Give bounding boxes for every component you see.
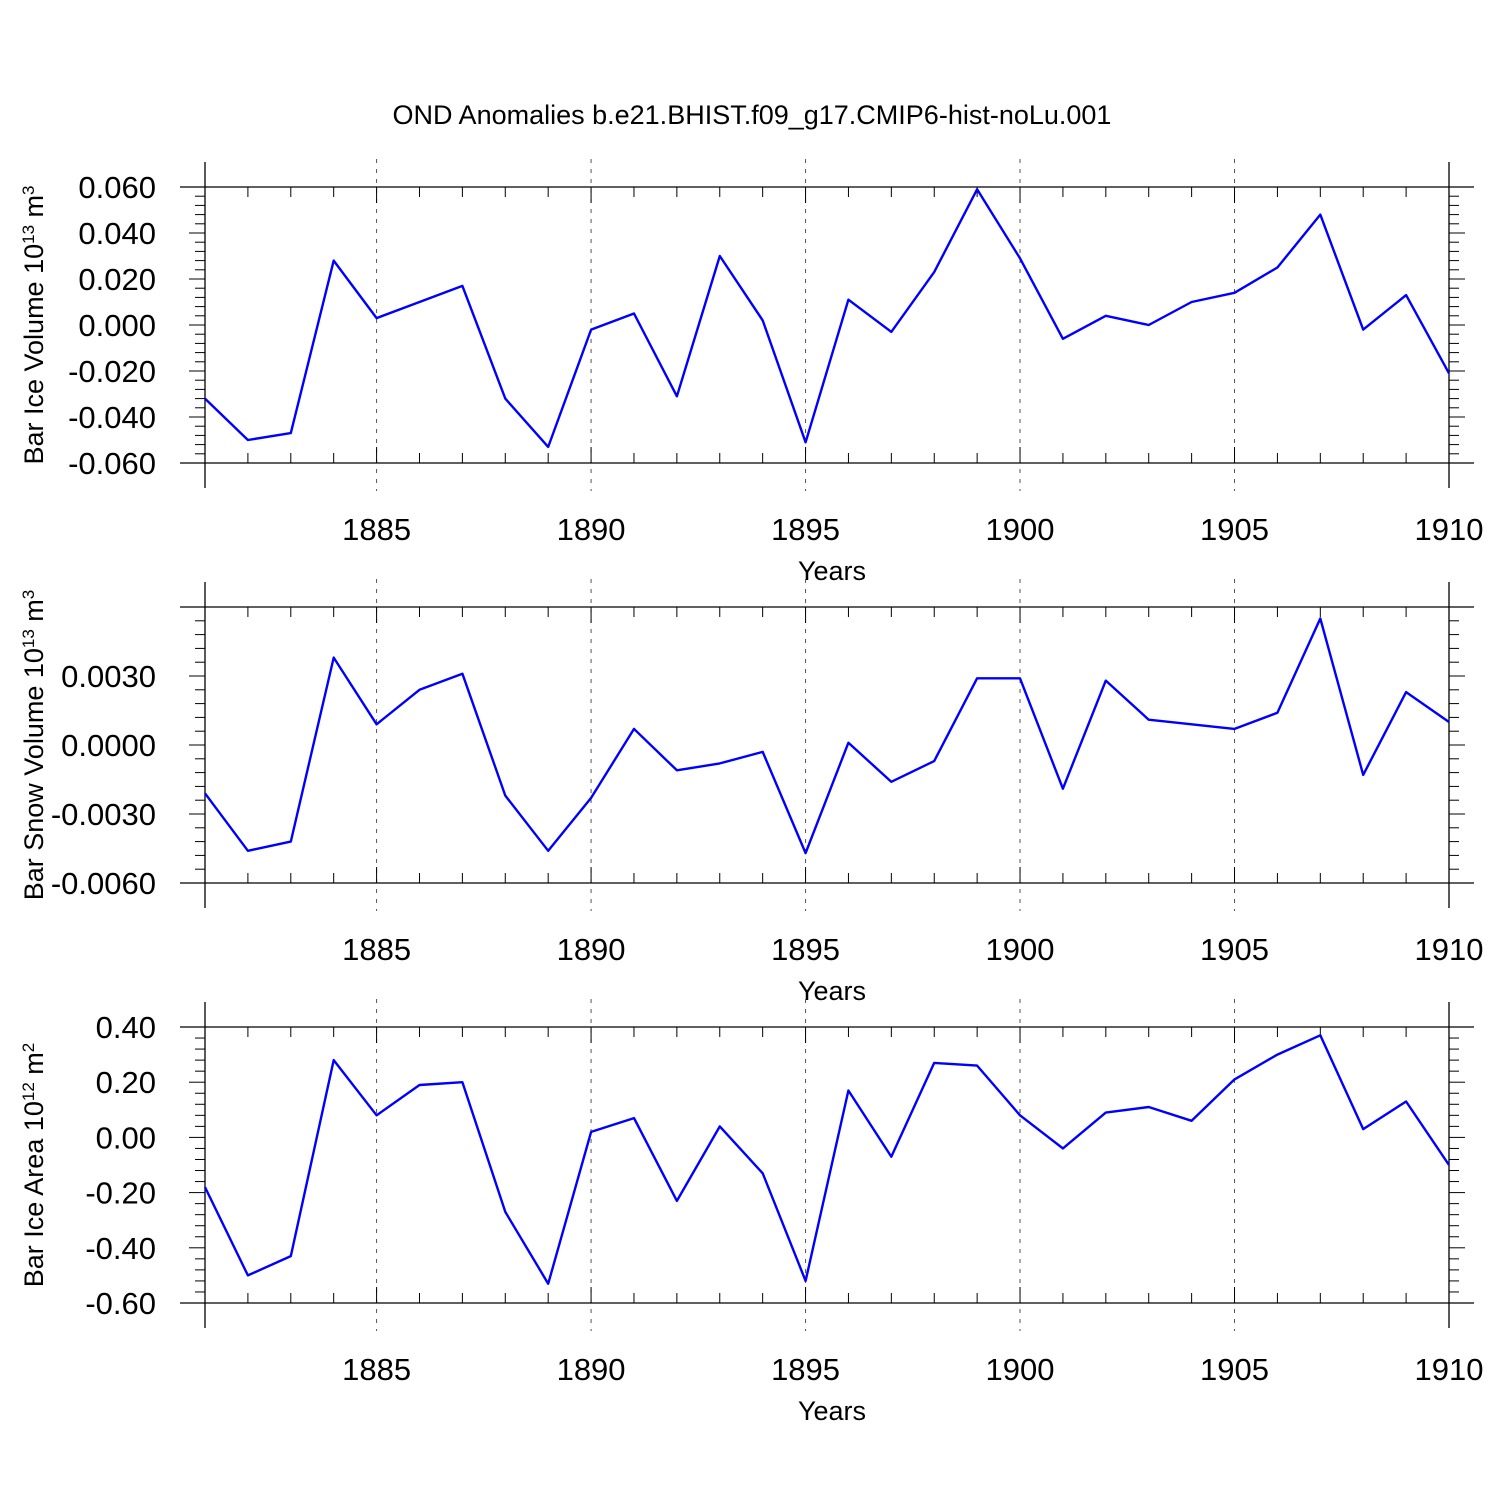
y-axis-label-superscript: 13 xyxy=(19,629,38,648)
panels: -0.060 -0.040 -0.020 0.000 0.020 0.040 0.060 18… xyxy=(19,159,1484,1426)
y-axis-label-text: Bar Snow Volume 10 xyxy=(19,648,49,900)
panel-1: -0.060 -0.040 -0.020 0.000 0.020 0.040 0.060 18… xyxy=(19,159,1484,586)
y-tick-label: -0.020 xyxy=(68,354,156,389)
x-tick-label: 1885 xyxy=(342,512,411,547)
y-tick-label: 0.00 xyxy=(96,1120,156,1155)
y-tick-label: 0.040 xyxy=(78,216,156,251)
y-tick-label: -0.040 xyxy=(68,400,156,435)
x-tick-label: 1885 xyxy=(342,1352,411,1387)
y-axis-label-superscript: 3 xyxy=(19,590,38,599)
y-axis-label-text: m xyxy=(19,195,49,225)
panel-3: -0.60 -0.40 -0.20 0.00 0.20 0.40 1885 1890 1895 1… xyxy=(19,999,1484,1426)
y-tick-label: 0.020 xyxy=(78,262,156,297)
y-axis-label: Bar Snow Volume 1013 m3 xyxy=(19,590,49,901)
x-tick-label: 1905 xyxy=(1200,1352,1269,1387)
x-tick-label: 1895 xyxy=(771,1352,840,1387)
series-line xyxy=(204,188,1451,449)
y-axis-label-superscript: 12 xyxy=(19,1082,38,1101)
x-axis-label: Years xyxy=(798,556,866,586)
y-tick-label: 0.060 xyxy=(78,170,156,205)
y-axis-label-text: Bar Ice Volume 10 xyxy=(19,244,49,465)
y-tick-label: 0.000 xyxy=(78,308,156,343)
x-axis-label: Years xyxy=(798,1396,866,1426)
x-tick-label: 1890 xyxy=(557,512,626,547)
y-axis-label-superscript: 3 xyxy=(19,185,38,194)
x-tick-label: 1885 xyxy=(342,932,411,967)
y-tick-label: -0.0030 xyxy=(51,797,156,832)
x-axis-label: Years xyxy=(798,976,866,1006)
y-axis-label: Bar Ice Area 1012 m2 xyxy=(19,1043,49,1288)
x-tick-label: 1910 xyxy=(1415,1352,1484,1387)
x-tick-label: 1890 xyxy=(557,1352,626,1387)
x-tick-label: 1910 xyxy=(1415,512,1484,547)
x-tick-label: 1900 xyxy=(986,512,1055,547)
x-tick-label: 1910 xyxy=(1415,932,1484,967)
y-axis-label-text: Bar Ice Area 10 xyxy=(19,1101,49,1287)
x-tick-label: 1900 xyxy=(986,932,1055,967)
y-axis-label: Bar Ice Volume 1013 m3 xyxy=(19,185,49,464)
y-axis-label-superscript: 13 xyxy=(19,225,38,244)
x-tick-label: 1895 xyxy=(771,512,840,547)
x-tick-label: 1905 xyxy=(1200,932,1269,967)
y-tick-label: 0.20 xyxy=(96,1065,156,1100)
x-tick-label: 1890 xyxy=(557,932,626,967)
chart-title: OND Anomalies b.e21.BHIST.f09_g17.CMIP6-… xyxy=(393,100,1112,130)
y-tick-label: 0.0030 xyxy=(61,659,156,694)
series-line xyxy=(203,1034,1450,1285)
y-axis-label-text: m xyxy=(19,599,49,629)
y-tick-label: 0.0000 xyxy=(61,728,156,763)
series-line xyxy=(204,617,1450,855)
x-tick-label: 1900 xyxy=(986,1352,1055,1387)
y-tick-label: -0.0060 xyxy=(51,866,156,901)
y-axis-label-superscript: 2 xyxy=(19,1043,38,1052)
y-tick-label: -0.20 xyxy=(85,1176,156,1211)
y-tick-label: -0.40 xyxy=(85,1231,156,1266)
y-tick-label: -0.060 xyxy=(68,446,156,481)
x-tick-label: 1895 xyxy=(771,932,840,967)
y-axis-label-text: m xyxy=(19,1052,49,1082)
x-tick-label: 1905 xyxy=(1200,512,1269,547)
panel-2: -0.0060 -0.0030 0.0000 0.0030 1885 1890 1895 19… xyxy=(19,579,1484,1006)
y-tick-label: -0.60 xyxy=(85,1286,156,1321)
y-tick-label: 0.40 xyxy=(96,1010,156,1045)
